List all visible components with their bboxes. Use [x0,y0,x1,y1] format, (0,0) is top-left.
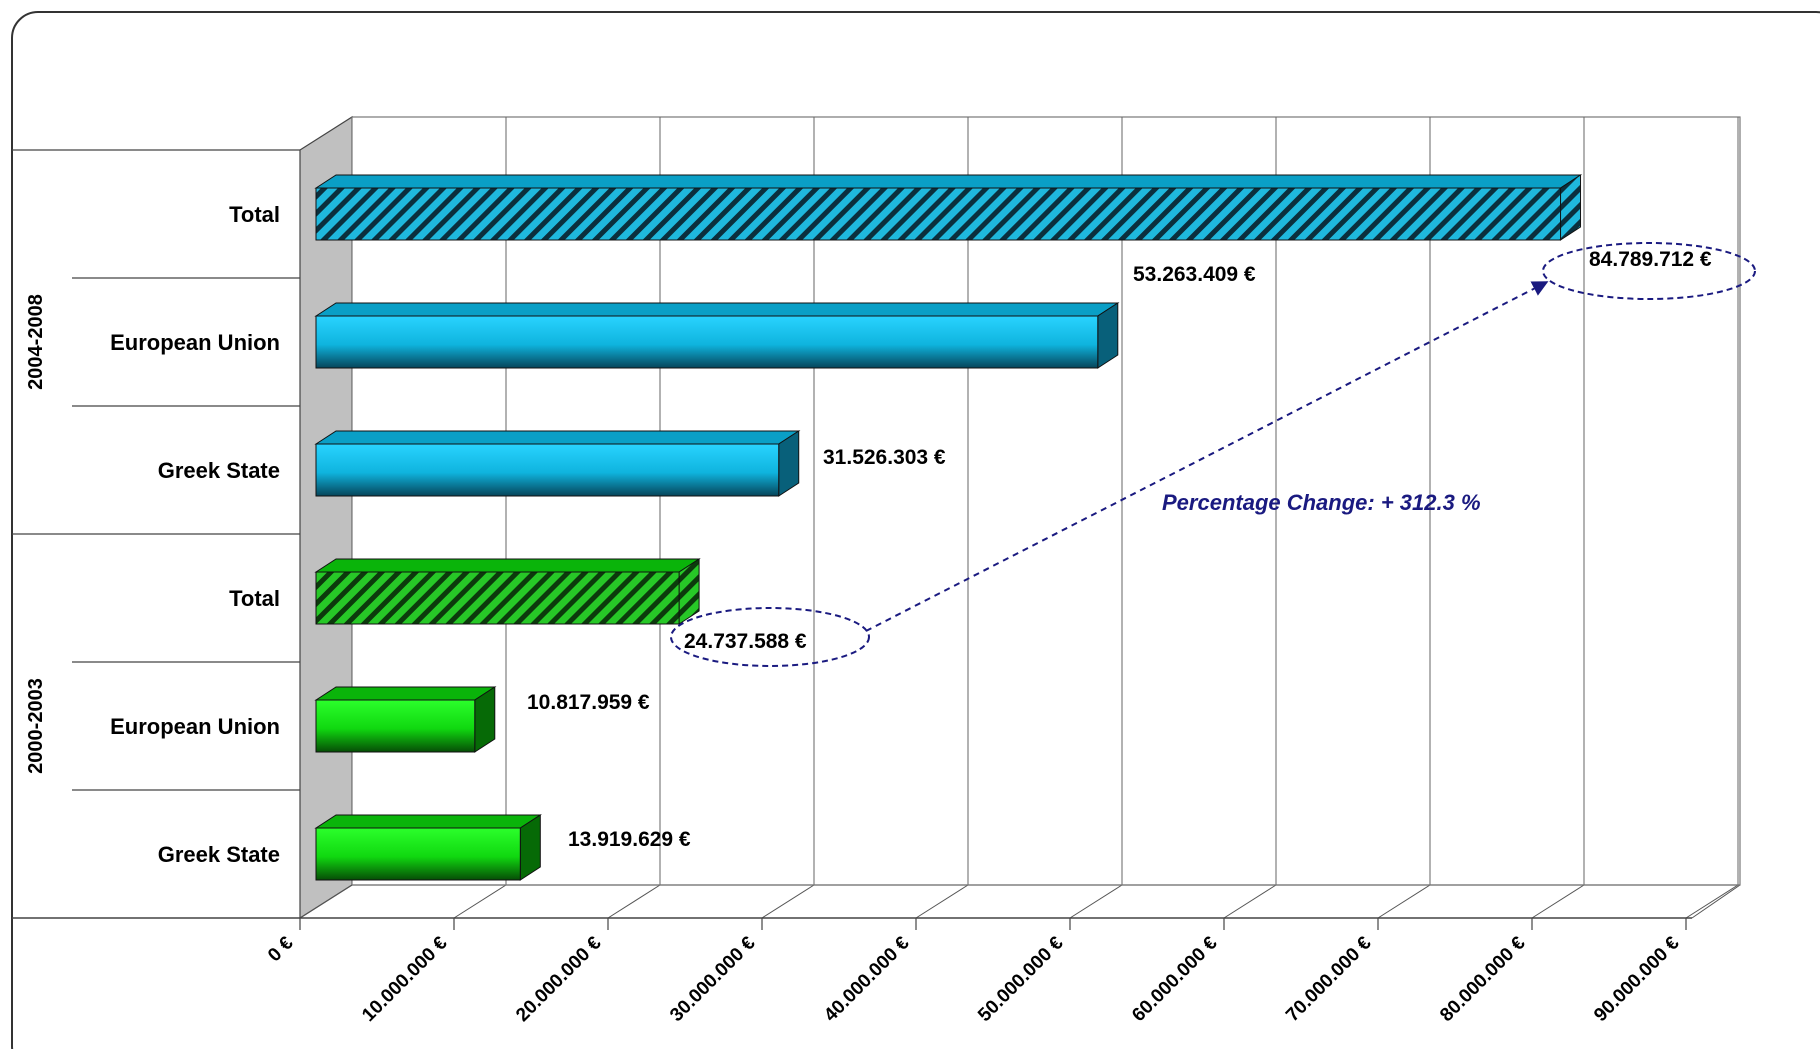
bar-front [315,443,780,497]
floor-gridline [299,884,353,919]
bar-top [314,430,801,445]
category-axis [12,149,300,791]
plot-area [12,115,1741,930]
annotation-ellipse-end [1542,242,1756,300]
floor-gridline [607,884,661,919]
category-label: Greek State [158,842,280,867]
bar [314,686,497,753]
bar-front [315,571,680,625]
bar-top [314,814,542,829]
data-label: 84.789.712 € [1589,248,1712,271]
annotation-text: Percentage Change: + 312.3 % [1162,490,1481,515]
annotation-ellipse-start [670,607,870,667]
bar-front [315,315,1099,369]
bar-top [314,558,701,573]
annotation: Percentage Change: + 312.3 % [670,242,1756,667]
bar [314,430,801,497]
bar [314,302,1120,369]
bars [314,174,1583,881]
bar [314,174,1583,241]
data-label: 10.817.959 € [527,691,650,714]
gridlines [505,117,1739,885]
data-label: 53.263.409 € [1133,263,1256,286]
category-label: Total [229,202,280,227]
floor-gridline [1685,884,1739,919]
floor-edge [1691,884,1741,919]
bar-front [315,187,1562,241]
floor-gridline [915,884,969,919]
data-label: 24.737.588 € [684,630,807,653]
category-label: Total [229,586,280,611]
floor [299,884,1741,930]
category-label: European Union [110,330,280,355]
floor-gridline [1223,884,1277,919]
bar-top [314,686,497,701]
data-label: 13.919.629 € [568,828,691,851]
floor-gridline [453,884,507,919]
back-wall [351,116,1741,886]
bar-top [314,302,1120,317]
group-label: 2000-2003 [25,678,47,774]
bar-front [315,699,476,753]
bar [314,814,542,881]
bar-top [314,174,1583,189]
floor-gridline [1069,884,1123,919]
floor-gridline [1377,884,1431,919]
data-label: 31.526.303 € [823,446,946,469]
bar-front [315,827,521,881]
floor-gridline [761,884,815,919]
floor-gridline [1531,884,1585,919]
group-label: 2004-2008 [25,294,47,390]
bar [314,558,701,625]
category-label: European Union [110,714,280,739]
category-label: Greek State [158,458,280,483]
